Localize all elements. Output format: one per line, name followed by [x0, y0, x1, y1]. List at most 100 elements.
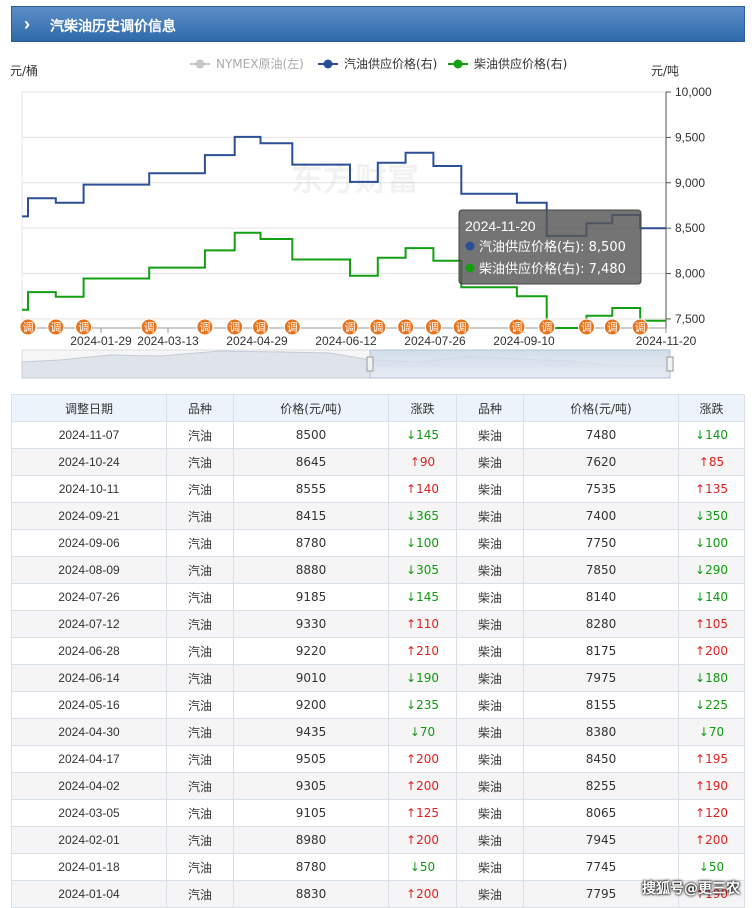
adjust-marker-dot — [538, 318, 556, 336]
table-cell: 汽油 — [166, 475, 234, 503]
x-tick-label: 2024-04-29 — [226, 334, 288, 348]
table-cell: 柴油 — [456, 475, 524, 503]
column-header[interactable]: 涨跌 — [388, 394, 457, 422]
navigator-window — [369, 349, 671, 379]
table-cell: 8140 — [523, 583, 679, 611]
table-cell: 2024-04-02 — [11, 772, 167, 800]
table-cell: ↓305 — [388, 556, 457, 584]
table-row: 2024-10-11 汽油 8555 ↑140 柴油 7535 ↑135 — [11, 475, 745, 503]
table-cell: 汽油 — [166, 853, 234, 881]
adjust-marker-dot — [424, 318, 442, 336]
table-cell: 汽油 — [166, 529, 234, 557]
column-header[interactable]: 调整日期 — [11, 394, 167, 422]
column-header[interactable]: 价格(元/吨) — [233, 394, 389, 422]
navigator-handle-left — [366, 356, 374, 372]
tooltip-diesel: 柴油供应价格(右): 7,480 — [479, 261, 626, 277]
table-cell: 8780 — [233, 529, 389, 557]
adjust-marker-label: 调 — [144, 321, 155, 334]
table-cell: ↓140 — [678, 421, 745, 449]
table-cell: 汽油 — [166, 421, 234, 449]
table-cell: 汽油 — [166, 583, 234, 611]
table-row: 2024-06-28 汽油 9220 ↑210 柴油 8175 ↑200 — [11, 637, 745, 665]
table-cell: ↑195 — [678, 745, 745, 773]
column-header[interactable]: 品种 — [456, 394, 524, 422]
table-cell: ↓350 — [678, 502, 745, 530]
adjust-marker-dot — [226, 318, 244, 336]
column-header[interactable]: 品种 — [166, 394, 234, 422]
table-cell: 汽油 — [166, 799, 234, 827]
table-row: 2024-08-09 汽油 8880 ↓305 柴油 7850 ↓290 — [11, 556, 745, 584]
adjust-marker: 调 — [631, 318, 649, 336]
table-cell: ↑120 — [678, 799, 745, 827]
table-cell: ↓235 — [388, 691, 457, 719]
adjust-marker: 调 — [19, 318, 37, 336]
table-cell: 9435 — [233, 718, 389, 746]
table-row: 2024-09-21 汽油 8415 ↓365 柴油 7400 ↓350 — [11, 502, 745, 530]
table-cell: 汽油 — [166, 610, 234, 638]
adjust-marker: 调 — [140, 318, 158, 336]
adjust-marker: 调 — [75, 318, 93, 336]
table-cell: 2024-09-06 — [11, 529, 167, 557]
table-cell: 2024-04-17 — [11, 745, 167, 773]
legend-dot — [195, 59, 205, 69]
table-cell: ↑105 — [678, 610, 745, 638]
table-cell: 2024-04-30 — [11, 718, 167, 746]
table-cell: 2024-01-04 — [11, 880, 167, 908]
table-cell: ↓225 — [678, 691, 745, 719]
table-cell: 柴油 — [456, 556, 524, 584]
column-header[interactable]: 价格(元/吨) — [523, 394, 679, 422]
adjust-marker-dot — [577, 318, 595, 336]
table-cell: 柴油 — [456, 826, 524, 854]
table-row: 2024-05-16 汽油 9200 ↓235 柴油 8155 ↓225 — [11, 691, 745, 719]
table-cell: 7975 — [523, 664, 679, 692]
table-cell: 汽油 — [166, 772, 234, 800]
table-cell: 汽油 — [166, 556, 234, 584]
column-header[interactable]: 涨跌 — [678, 394, 745, 422]
adjust-marker-label: 调 — [635, 321, 646, 334]
table-cell: 2024-10-11 — [11, 475, 167, 503]
table-cell: ↑85 — [678, 448, 745, 476]
table-cell: 汽油 — [166, 664, 234, 692]
table-cell: ↑125 — [388, 799, 457, 827]
y-tick-label: 8,000 — [675, 267, 705, 281]
adjust-marker: 调 — [196, 318, 214, 336]
tooltip-dot-gasoline — [465, 241, 475, 251]
table-row: 2024-09-06 汽油 8780 ↓100 柴油 7750 ↓100 — [11, 529, 745, 557]
tooltip-date: 2024-11-20 — [465, 218, 536, 234]
tooltip-box — [458, 209, 642, 285]
table-cell: 2024-02-01 — [11, 826, 167, 854]
table-cell: ↓180 — [678, 664, 745, 692]
tooltip-dot-diesel — [465, 263, 475, 273]
table-cell: ↓50 — [388, 853, 457, 881]
table-cell: 7620 — [523, 448, 679, 476]
table-cell: ↓365 — [388, 502, 457, 530]
table-row: 2024-03-05 汽油 9105 ↑125 柴油 8065 ↑120 — [11, 799, 745, 827]
table-cell: 柴油 — [456, 799, 524, 827]
table-cell: ↓145 — [388, 421, 457, 449]
adjust-marker-dot — [508, 318, 526, 336]
table-cell: 8645 — [233, 448, 389, 476]
table-cell: 2024-07-12 — [11, 610, 167, 638]
x-tick-label: 2024-03-13 — [137, 334, 199, 348]
table-cell: 9105 — [233, 799, 389, 827]
legend-label: NYMEX原油(左) — [216, 56, 304, 71]
table-cell: 8830 — [233, 880, 389, 908]
table-cell: ↓145 — [388, 583, 457, 611]
table-cell: ↑200 — [388, 880, 457, 908]
table-cell: 9200 — [233, 691, 389, 719]
table-cell: 9305 — [233, 772, 389, 800]
table-cell: 柴油 — [456, 448, 524, 476]
legend-dot — [323, 59, 333, 69]
table-cell: 2024-08-09 — [11, 556, 167, 584]
adjust-marker: 调 — [341, 318, 359, 336]
table-cell: 汽油 — [166, 691, 234, 719]
table-cell: ↓70 — [678, 718, 745, 746]
adjust-marker-dot — [140, 318, 158, 336]
table-cell: 柴油 — [456, 772, 524, 800]
table-row: 2024-07-26 汽油 9185 ↓145 柴油 8140 ↓140 — [11, 583, 745, 611]
table-cell: 柴油 — [456, 583, 524, 611]
x-tick-label: 2024-07-26 — [404, 334, 466, 348]
table-cell: 8065 — [523, 799, 679, 827]
y-tick-label: 7,500 — [675, 312, 705, 326]
adjust-marker: 调 — [452, 318, 470, 336]
